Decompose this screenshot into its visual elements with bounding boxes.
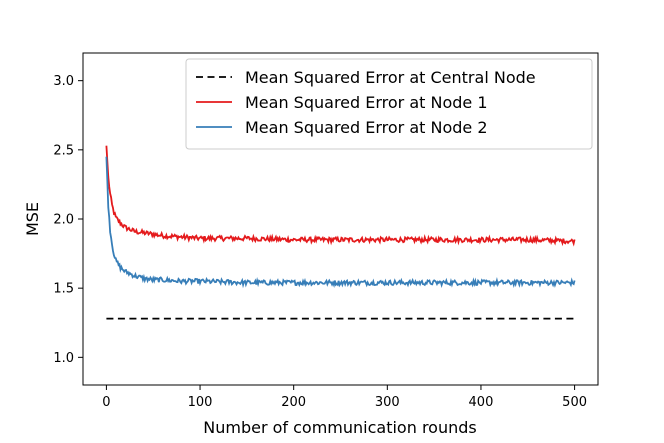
x-axis-label: Number of communication rounds: [203, 418, 476, 437]
y-tick-label: 2.5: [53, 143, 74, 158]
legend-label-2: Mean Squared Error at Node 1: [245, 93, 488, 112]
x-tick-label: 0: [102, 395, 110, 410]
y-tick-label: 1.0: [53, 351, 74, 366]
x-tick-label: 200: [281, 395, 306, 410]
y-tick-label: 1.5: [53, 282, 74, 297]
legend-label-1: Mean Squared Error at Central Node: [245, 68, 536, 87]
x-tick-label: 400: [469, 395, 494, 410]
ticks-layer: 0 100 200 300 400 500 1.0 1.5 2.0 2.5 3.0: [53, 74, 587, 410]
y-tick-label: 3.0: [53, 74, 74, 89]
series-line-3: [105, 156, 576, 289]
x-tick-label: 300: [375, 395, 400, 410]
legend-frame: [185, 58, 593, 150]
y-tick-label: 2.0: [53, 213, 74, 228]
legend: Mean Squared Error at Central Node Mean S…: [185, 58, 593, 150]
x-tick-label: 500: [562, 395, 587, 410]
x-tick-label: 100: [188, 395, 213, 410]
y-axis-label: MSE: [23, 202, 42, 236]
series-layer: [105, 145, 576, 320]
series-line-2: [105, 145, 576, 247]
legend-label-3: Mean Squared Error at Node 2: [245, 118, 488, 137]
